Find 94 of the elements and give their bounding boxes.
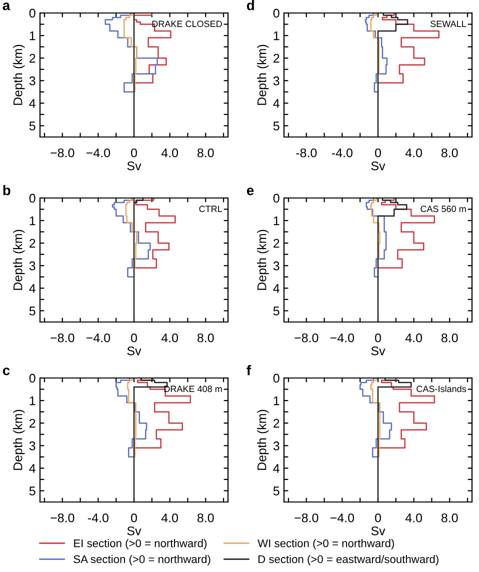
x-axis-title: Sv <box>371 346 386 356</box>
x-tick-label: 8.0 <box>197 333 214 342</box>
x-tick-label: −8.0 <box>294 513 318 522</box>
y-tick-label: 3 <box>273 261 280 270</box>
y-tick-label: 1 <box>30 396 36 406</box>
x-tick-label: -4.0 <box>332 148 352 158</box>
y-tick-label: 1 <box>274 396 280 406</box>
x-tick-label: 8.0 <box>441 148 458 158</box>
y-tick-label: 4 <box>273 99 280 108</box>
y-tick-label: 5 <box>273 486 280 496</box>
chart-title: c <box>2 368 10 376</box>
y-tick-label: 2 <box>30 418 36 428</box>
legend-label: SA section (>0 = northward) <box>74 554 210 566</box>
y-tick-label: 3 <box>29 76 36 86</box>
y-tick-label: 1 <box>30 31 36 40</box>
y-tick-label: 3 <box>273 441 280 450</box>
x-tick-label: −4.0 <box>330 513 354 522</box>
y-tick-label: 2 <box>30 54 36 63</box>
x-tick-label: 0 <box>375 513 381 522</box>
annotation: DRAKE 408 m <box>164 386 222 392</box>
y-tick-label: 5 <box>29 486 36 496</box>
x-tick-label: 4.0 <box>405 333 422 342</box>
x-tick-label: 0 <box>131 333 137 342</box>
chart-title: e <box>246 188 254 196</box>
x-tick-label: 0 <box>131 513 137 522</box>
x-tick-label: −8.0 <box>50 333 74 342</box>
x-tick-label: 4.0 <box>161 333 178 342</box>
chart-title: b <box>3 185 10 196</box>
annotation: CAS 560 m <box>420 206 466 212</box>
y-tick-label: 0 <box>29 8 36 18</box>
y-tick-label: 4 <box>29 99 36 108</box>
y-axis-title: Depth (km) <box>13 44 25 105</box>
legend-label: EI section (>0 = northward) <box>74 539 207 550</box>
legend-label: D section (>0 = eastward/southward) <box>258 554 438 566</box>
y-tick-label: 2 <box>274 54 280 63</box>
y-tick-label: 3 <box>273 76 280 86</box>
y-tick-label: 5 <box>29 122 36 130</box>
x-tick-label: −8.0 <box>294 333 318 342</box>
y-tick-label: 5 <box>273 122 280 130</box>
y-tick-label: 0 <box>29 194 36 203</box>
x-tick-label: 8.0 <box>441 333 458 342</box>
chart-title: f <box>246 365 252 376</box>
y-tick-label: 4 <box>29 464 36 473</box>
y-axis-title: Depth (km) <box>257 230 269 290</box>
chart-title: d <box>246 0 254 10</box>
x-tick-label: 0 <box>131 148 137 158</box>
y-tick-label: 2 <box>274 418 280 428</box>
x-axis-title: Sv <box>371 526 386 536</box>
y-tick-label: 2 <box>274 238 280 248</box>
y-axis-title: Depth (km) <box>257 44 269 105</box>
x-axis-title: Sv <box>127 526 142 536</box>
y-tick-label: 2 <box>30 238 36 248</box>
y-axis-title: Depth (km) <box>13 410 25 470</box>
y-tick-label: 0 <box>273 8 280 18</box>
y-tick-label: 4 <box>273 284 280 293</box>
y-axis-title: Depth (km) <box>13 230 25 290</box>
x-tick-label: -4.0 <box>88 513 108 522</box>
x-tick-label: −4.0 <box>86 148 110 158</box>
y-tick-label: 0 <box>273 194 280 203</box>
x-tick-label: −4.0 <box>330 333 354 342</box>
y-tick-label: 3 <box>29 441 36 450</box>
x-tick-label: 4.0 <box>405 513 422 522</box>
x-tick-label: 8.0 <box>197 148 214 158</box>
x-tick-label: −4.0 <box>86 333 110 342</box>
legend-label: WI section (>0 = northward) <box>258 539 394 550</box>
x-tick-label: 0 <box>375 148 381 158</box>
y-tick-label: 0 <box>29 374 36 383</box>
x-tick-label: −8.0 <box>50 513 74 522</box>
y-tick-label: 4 <box>273 464 280 473</box>
y-tick-label: 1 <box>30 216 36 226</box>
annotation: CTRL <box>199 206 222 212</box>
x-axis-title: Sv <box>127 161 142 170</box>
annotation: CAS-Islands <box>416 385 466 392</box>
y-tick-label: 4 <box>29 284 36 293</box>
x-tick-label: −8.0 <box>50 148 74 158</box>
y-tick-label: 5 <box>273 306 280 316</box>
y-tick-label: 5 <box>29 306 36 316</box>
y-axis-title: Depth (km) <box>257 410 269 470</box>
chart-title: a <box>2 2 10 10</box>
y-tick-label: 1 <box>274 31 280 40</box>
x-axis-title: Sv <box>127 346 142 356</box>
x-tick-label: 8.0 <box>441 513 458 522</box>
x-tick-label: 4.0 <box>161 513 178 522</box>
y-tick-label: 3 <box>29 261 36 270</box>
x-tick-label: 4.0 <box>405 148 422 158</box>
x-tick-label: 0 <box>375 333 381 342</box>
x-tick-label: 4.0 <box>161 148 178 158</box>
x-tick-label: 8.0 <box>197 513 214 522</box>
y-tick-label: 1 <box>274 216 280 226</box>
annotation: DRAKE CLOSED <box>152 20 222 28</box>
y-tick-label: 0 <box>273 374 280 383</box>
annotation: SEWALL <box>430 20 466 28</box>
x-tick-label: -8.0 <box>296 148 317 158</box>
x-axis-title: Sv <box>371 161 386 170</box>
